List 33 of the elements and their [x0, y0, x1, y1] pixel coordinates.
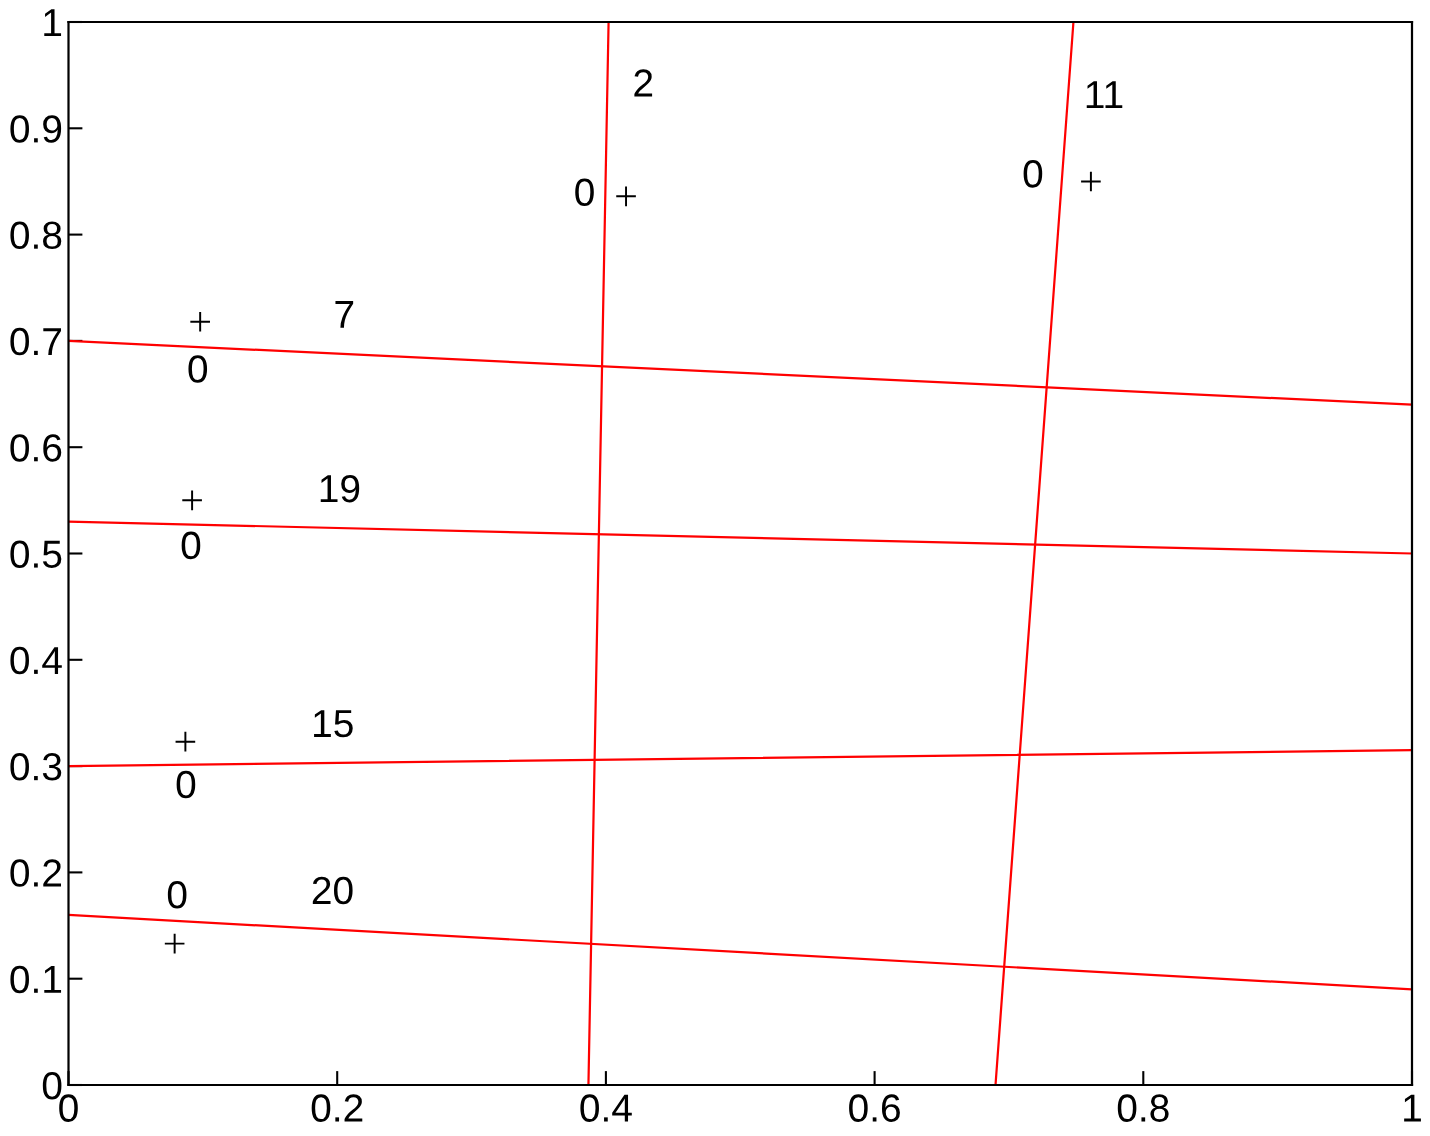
annotation: 15 — [314, 710, 353, 738]
y-tick-label: 0.3 — [10, 753, 62, 781]
y-tick-label: 0.5 — [10, 540, 62, 568]
y-tick-label: 0.9 — [10, 115, 62, 143]
annotation: 11 — [1086, 81, 1123, 109]
point — [182, 490, 202, 511]
point — [1081, 171, 1101, 192]
annotation: 20 — [312, 876, 353, 905]
y-tick-label: 0.8 — [10, 221, 62, 250]
annotation: 0 — [1023, 160, 1043, 188]
annotation: 0 — [181, 531, 201, 560]
annotation: 2 — [634, 69, 653, 97]
point — [190, 311, 210, 332]
y-tick-label: 0.4 — [10, 646, 62, 675]
annotation: 19 — [320, 474, 360, 503]
annotation: 7 — [335, 301, 354, 328]
annotation: 0 — [575, 178, 594, 206]
y-tick-label: 0.2 — [10, 859, 61, 887]
x-tick-label: 0.4 — [580, 1094, 632, 1122]
y-tick-label: 0.7 — [10, 327, 61, 356]
point — [164, 933, 185, 954]
y-tick-label: 0.6 — [10, 434, 62, 462]
point — [616, 186, 636, 207]
y-tick-label: 0.1 — [10, 965, 62, 994]
annotation: 0 — [176, 770, 196, 799]
annotation: 0 — [167, 881, 187, 909]
x-tick-label: 0.2 — [311, 1094, 363, 1122]
y-tick-label: 1 — [44, 9, 62, 37]
x-tick-label: 0.8 — [1117, 1094, 1169, 1122]
x-tick-label: 0.6 — [849, 1094, 900, 1122]
point — [175, 731, 196, 752]
annotation: 0 — [188, 355, 208, 383]
x-tick-label: 1 — [1404, 1094, 1421, 1122]
